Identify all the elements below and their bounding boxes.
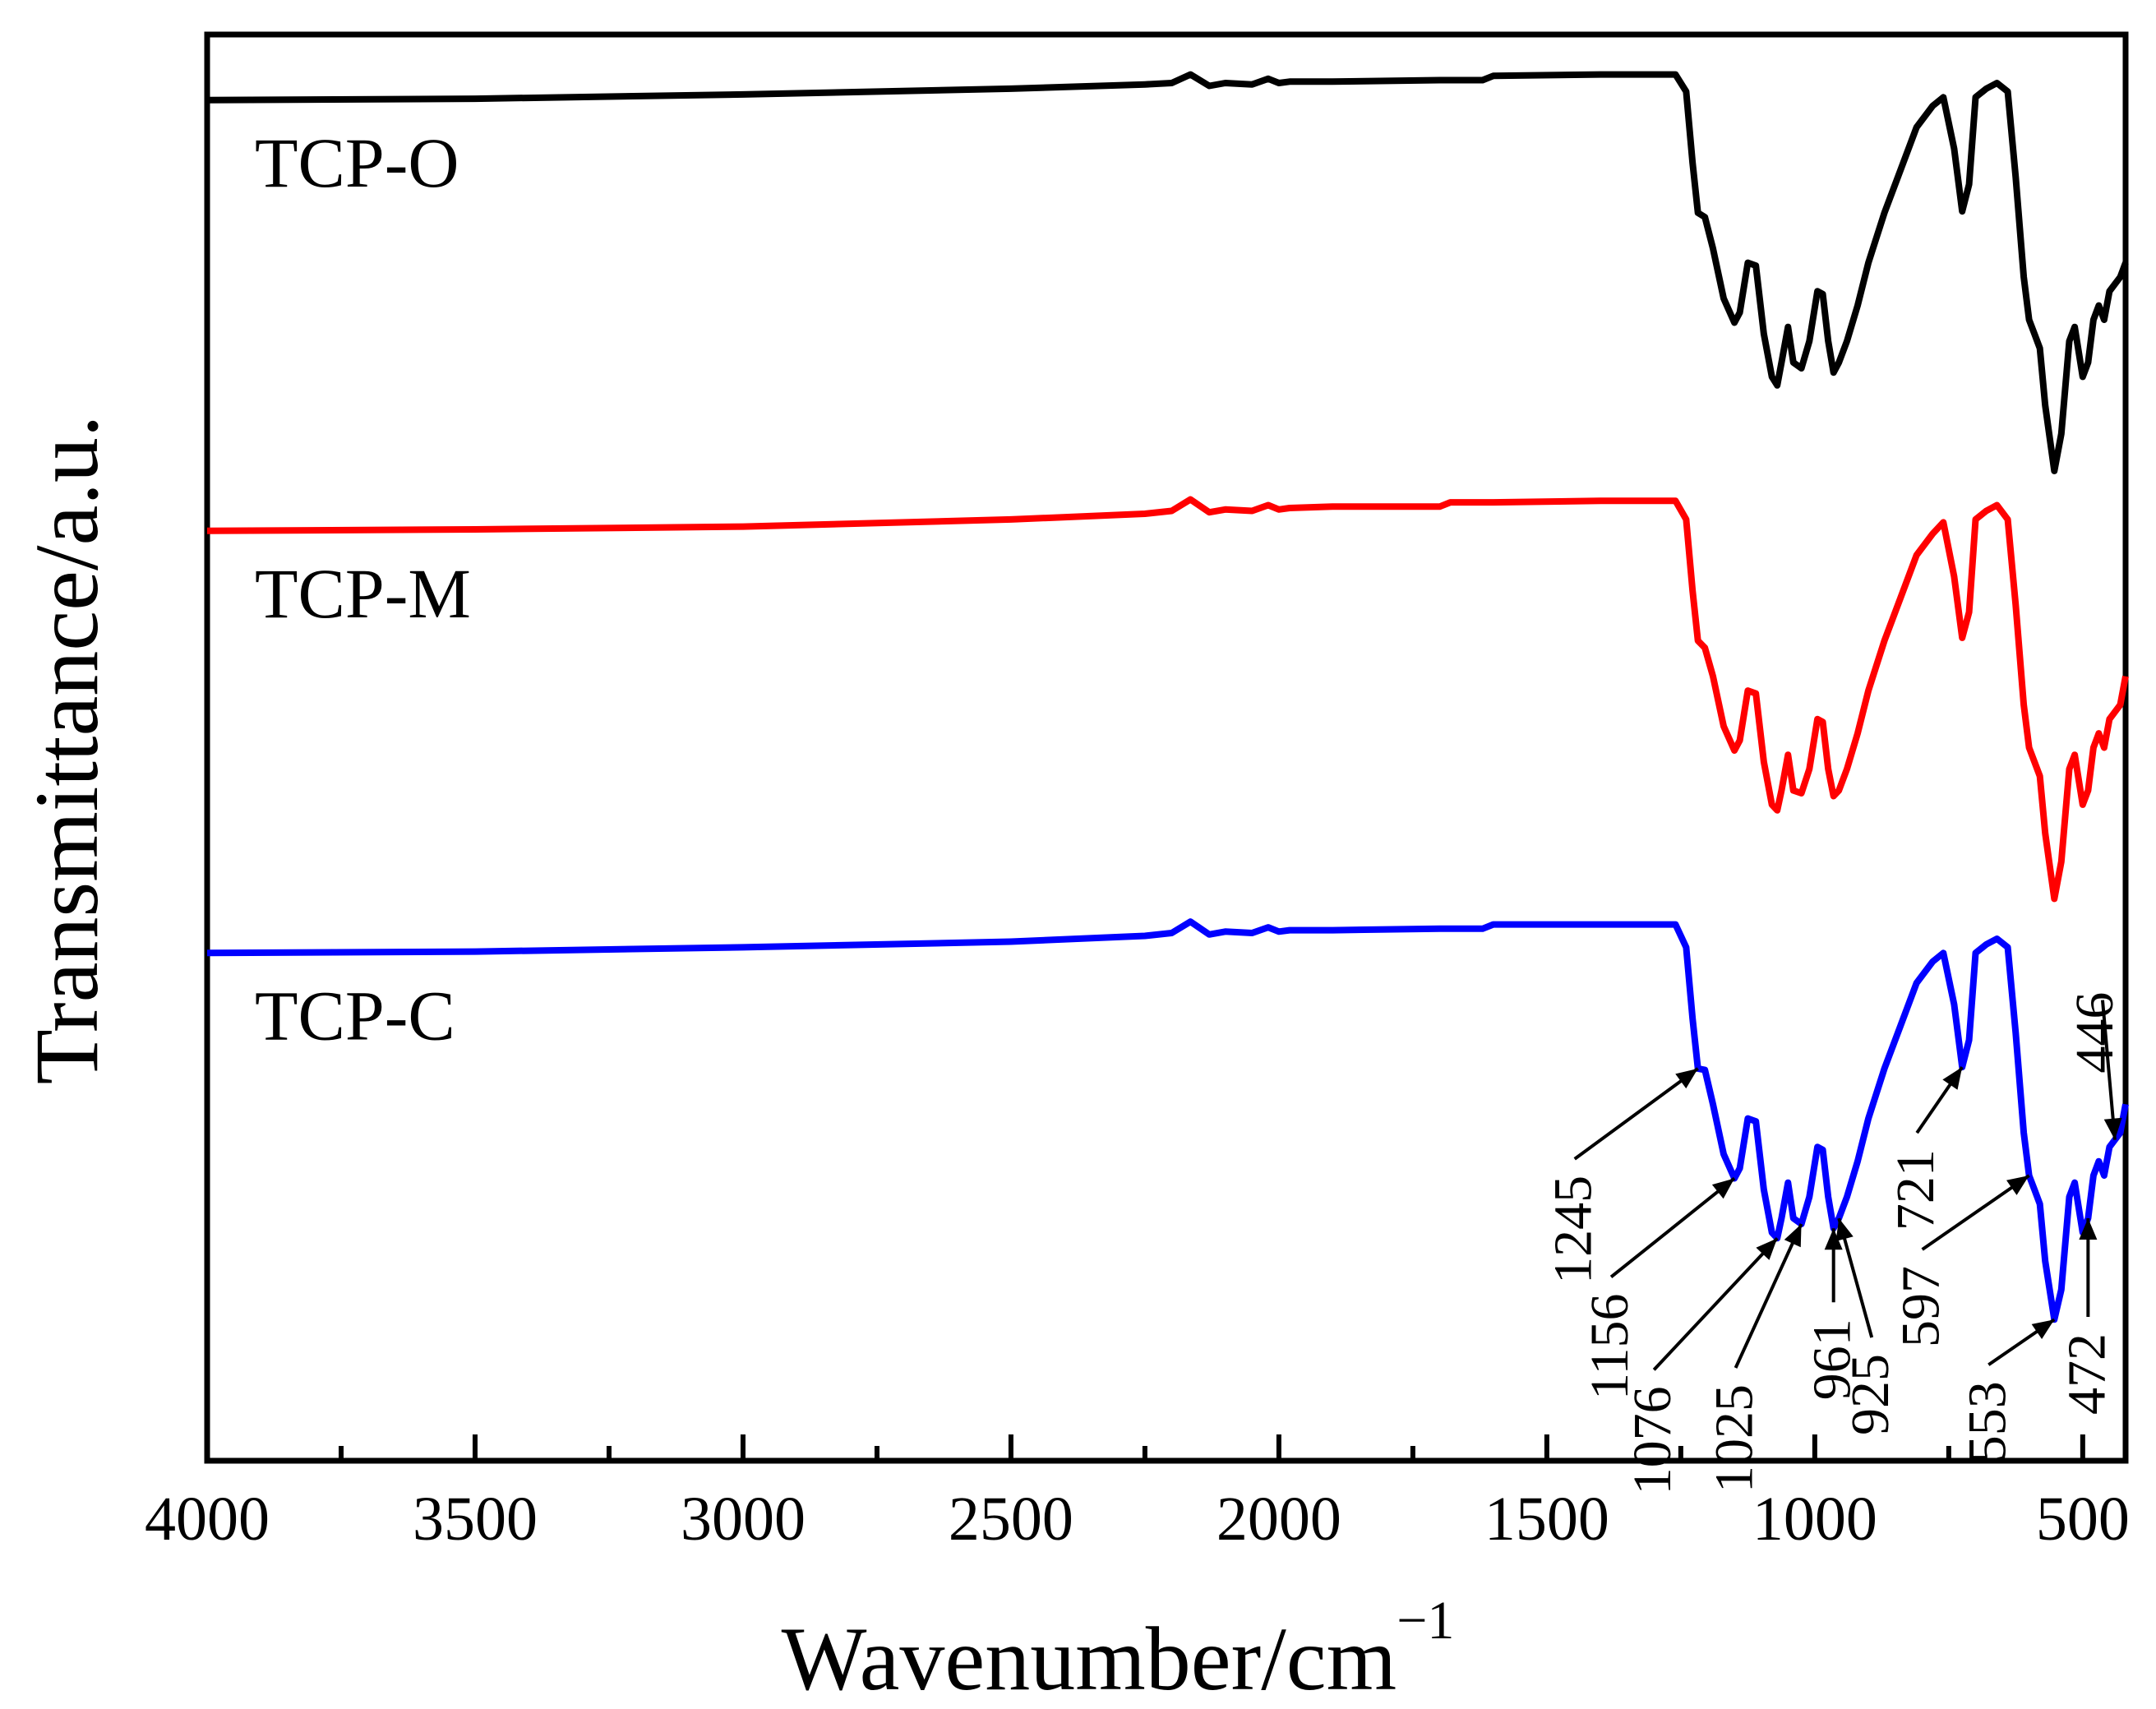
series-label-tcp-o: TCP-O [255,123,459,202]
peak-annotation-1245: 1245 [1544,1067,1699,1284]
peak-annotation-472: 472 [2057,1218,2117,1415]
x-tick-label: 3000 [681,1485,806,1554]
annotation-arrow-head [2079,1218,2098,1240]
x-tick-label: 2500 [949,1485,1073,1554]
annotation-arrow-head [1756,1238,1778,1260]
annotation-label: 961 [1803,1319,1863,1400]
peak-annotation-446: 446 [2065,992,2125,1140]
peak-annotation-925: 925 [1835,1217,1900,1435]
peak-annotation-721: 721 [1886,1066,1964,1231]
annotation-arrow-head [1711,1178,1735,1199]
annotation-label: 1025 [1705,1384,1765,1493]
annotation-arrow-line [1734,1223,1803,1369]
annotation-arrow-line [1652,1236,1779,1371]
annotation-label: 925 [1840,1354,1900,1435]
annotation-label: 721 [1886,1149,1946,1231]
peak-annotation-1025: 1025 [1705,1223,1803,1493]
annotation-arrow-head [2031,1319,2055,1340]
annotation-arrow-head [1824,1228,1843,1250]
x-tick-label: 500 [2036,1485,2130,1554]
series-line-tcp-o [206,71,2129,474]
peak-annotation-1076: 1076 [1623,1236,1779,1494]
annotation-label: 472 [2057,1333,2117,1415]
x-axis-title: Wavenumber/cm−1 [782,1591,1455,1709]
y-axis-title: Transmittance/a.u. [16,415,117,1085]
annotation-arrow-head [1942,1067,1963,1090]
annotation-arrow-line [2100,1000,2117,1140]
series-line-tcp-c [206,918,2129,1323]
x-tick-label: 1500 [1484,1485,1609,1554]
series-lines [206,71,2129,1323]
annotation-arrow-line [1573,1067,1699,1161]
x-axis-title-exponent: −1 [1397,1591,1454,1651]
annotation-label: 1156 [1580,1293,1640,1400]
series-line-tcp-m [206,496,2129,903]
x-tick-label: 2000 [1217,1485,1341,1554]
annotation-label: 1245 [1544,1176,1604,1284]
peak-annotation-553: 553 [1957,1318,2056,1462]
x-axis-title-text: Wavenumber/cm [782,1609,1397,1709]
x-axis-tick-labels: 4000 3500 3000 2500 2000 1500 1000 500 [145,1485,2130,1554]
peak-annotation-1156: 1156 [1580,1176,1736,1400]
annotation-arrow-line [1609,1176,1736,1279]
series-labels: TCP-O TCP-M TCP-C [255,123,471,1055]
annotation-label: 597 [1891,1266,1951,1347]
annotation-arrow-line [1921,1174,2030,1251]
x-tick-label: 1000 [1752,1485,1877,1554]
series-label-tcp-m: TCP-M [255,554,471,633]
peak-annotation-961: 961 [1803,1228,1863,1400]
x-tick-label: 3500 [413,1485,538,1554]
annotation-arrow-head [2103,1117,2122,1140]
plot-frame [204,31,2129,1464]
peak-annotation-597: 597 [1891,1174,2030,1347]
annotation-label: 446 [2065,992,2125,1074]
annotation-arrow-head [1835,1218,1854,1242]
annotation-arrow-head [1784,1223,1802,1248]
annotation-arrow-head [2006,1176,2029,1195]
annotation-label: 553 [1957,1381,2017,1462]
x-tick-label: 4000 [145,1485,270,1554]
series-label-tcp-c: TCP-C [255,976,455,1055]
x-axis-ticks [205,1434,2085,1461]
annotation-label: 1076 [1623,1386,1683,1494]
annotation-arrow-head [1675,1068,1698,1089]
